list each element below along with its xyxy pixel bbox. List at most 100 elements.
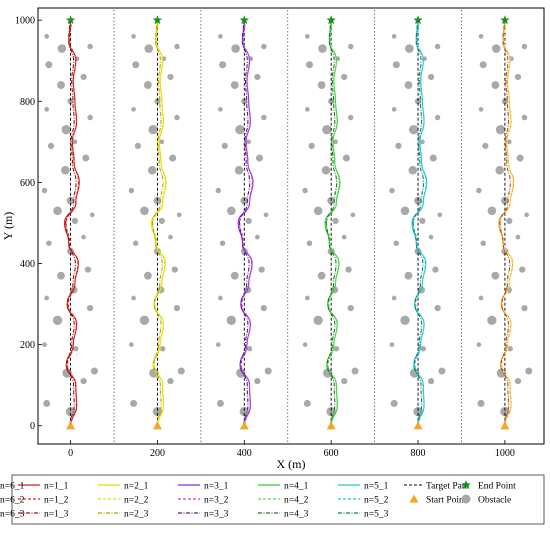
- x-tick-label: 400: [237, 448, 252, 459]
- obstacle: [57, 44, 67, 53]
- obstacle: [308, 142, 315, 150]
- obstacle: [521, 114, 528, 121]
- agent-path-n-5-3: [412, 20, 425, 426]
- obstacle: [521, 43, 528, 50]
- obstacle: [404, 271, 413, 280]
- obstacle: [149, 368, 159, 378]
- obstacle: [72, 139, 78, 145]
- y-tick-label: 0: [30, 421, 35, 432]
- obstacle: [328, 98, 335, 105]
- obstacle: [304, 34, 310, 39]
- obstacle: [476, 187, 482, 194]
- start-point-marker: [413, 421, 423, 430]
- obstacle: [174, 114, 180, 121]
- obstacle: [413, 406, 423, 417]
- obstacle: [313, 315, 323, 325]
- x-tick-label: 0: [68, 448, 73, 459]
- obstacle: [350, 212, 356, 218]
- agent-path-n-1-3: [65, 20, 77, 426]
- y-tick-label: 1000: [15, 16, 35, 27]
- obstacle: [303, 399, 311, 407]
- obstacle: [159, 139, 165, 145]
- end-point-marker: [326, 15, 336, 25]
- markers-layer: [65, 15, 510, 430]
- obstacle: [478, 107, 484, 112]
- y-tick-label: 800: [20, 97, 35, 108]
- obstacle: [317, 81, 326, 89]
- obstacle: [47, 142, 55, 150]
- obstacle: [171, 266, 178, 273]
- obstacle: [487, 206, 497, 216]
- obstacle: [390, 399, 398, 407]
- legend-label: n=6_2: [0, 496, 25, 506]
- y-tick-label: 400: [20, 259, 35, 270]
- legend-label: n=4_1: [284, 482, 309, 492]
- obstacle: [152, 406, 163, 417]
- obstacle: [46, 240, 52, 246]
- obstacle: [477, 399, 485, 407]
- legend-label: Target Path: [426, 482, 469, 492]
- obstacle: [516, 154, 524, 162]
- obstacle: [391, 34, 397, 39]
- legend-label: End Point: [478, 482, 516, 492]
- obstacle: [144, 44, 154, 53]
- obstacle: [80, 378, 87, 385]
- obstacle: [132, 240, 139, 246]
- obstacle: [215, 342, 221, 347]
- obstacle: [254, 378, 261, 385]
- end-point-marker: [152, 15, 163, 25]
- legend-label: n=1_3: [44, 510, 69, 520]
- end-point-marker: [65, 15, 76, 25]
- start-point-marker: [66, 421, 76, 430]
- obstacle: [491, 271, 500, 280]
- obstacle: [215, 187, 221, 194]
- obstacle: [495, 124, 506, 135]
- obstacle: [42, 342, 47, 347]
- obstacle: [65, 406, 76, 417]
- x-tick-label: 600: [324, 448, 339, 459]
- obstacle: [226, 206, 236, 216]
- target-paths-layer: [70, 20, 506, 426]
- obstacle: [218, 295, 223, 301]
- obstacle: [87, 114, 93, 121]
- obstacle: [236, 368, 246, 378]
- end-point-marker: [413, 15, 423, 25]
- start-point-marker: [239, 421, 249, 430]
- obstacle: [409, 368, 420, 378]
- obstacle: [218, 107, 223, 112]
- obstacle: [139, 315, 150, 325]
- legend-label: n=6_3: [0, 510, 25, 520]
- obstacle: [392, 61, 400, 69]
- obstacle: [260, 305, 267, 312]
- obstacle: [245, 217, 252, 225]
- legend-label: n=2_3: [124, 510, 149, 520]
- agent-path-n-1-2: [65, 20, 80, 426]
- agent-paths-layer: [63, 20, 515, 426]
- obstacle: [134, 142, 142, 150]
- legend-label: n=3_3: [204, 510, 229, 520]
- obstacle: [89, 212, 95, 218]
- obstacle: [479, 61, 487, 69]
- obstacle: [41, 187, 48, 194]
- obstacle: [495, 165, 504, 175]
- y-tick-label: 200: [20, 340, 35, 351]
- obstacle: [341, 234, 347, 240]
- dividers-layer: [113, 10, 462, 442]
- obstacle: [246, 139, 251, 145]
- obstacle: [321, 165, 331, 175]
- plot-frame: [37, 7, 545, 445]
- y-axis-label: Y (m): [1, 212, 15, 241]
- legend-label: n=3_1: [204, 482, 229, 492]
- obstacle: [80, 73, 87, 81]
- obstacle: [154, 98, 161, 105]
- obstacle: [333, 345, 340, 352]
- obstacle: [389, 342, 395, 347]
- obstacle: [342, 154, 350, 162]
- x-tick-label: 800: [411, 448, 426, 459]
- obstacle: [167, 378, 174, 385]
- obstacle: [168, 234, 173, 240]
- obstacle: [241, 98, 248, 105]
- obstacle: [393, 240, 400, 246]
- obstacle: [158, 217, 165, 225]
